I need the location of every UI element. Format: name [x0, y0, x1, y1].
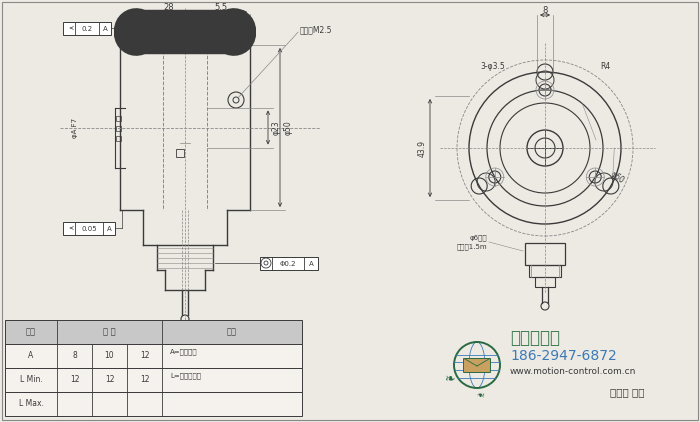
FancyBboxPatch shape: [463, 359, 491, 373]
Text: φ23: φ23: [272, 120, 281, 135]
Text: Φ0.2: Φ0.2: [280, 260, 296, 267]
Text: φ50: φ50: [284, 120, 293, 135]
Text: 0.2: 0.2: [81, 25, 92, 32]
Bar: [176, 149, 184, 157]
Text: 西安德伍拓: 西安德伍拓: [510, 329, 560, 347]
Bar: [5, 392, 302, 416]
Text: ❧: ❧: [444, 373, 454, 386]
Bar: [525, 243, 565, 265]
Text: 尺 寸: 尺 寸: [103, 327, 116, 336]
Text: L Min.: L Min.: [20, 376, 43, 384]
Text: 12: 12: [105, 376, 114, 384]
Text: 12: 12: [70, 376, 79, 384]
Text: 0.05: 0.05: [81, 225, 97, 232]
Bar: [116, 116, 121, 121]
Bar: [535, 277, 555, 287]
Text: www.motion-control.com.cn: www.motion-control.com.cn: [510, 368, 636, 376]
Text: 8: 8: [542, 5, 547, 14]
Bar: [5, 320, 302, 344]
Text: 28: 28: [163, 3, 174, 11]
Text: 5.5: 5.5: [214, 3, 228, 11]
Text: φ6电缆: φ6电缆: [470, 235, 487, 241]
Bar: [529, 265, 561, 277]
Bar: [5, 344, 302, 368]
Text: φA F7: φA F7: [72, 117, 78, 138]
Text: 186-2947-6872: 186-2947-6872: [510, 349, 617, 363]
Text: ❧: ❧: [476, 388, 484, 398]
Text: 10: 10: [105, 352, 114, 360]
Text: 标准长1.5m: 标准长1.5m: [456, 243, 487, 250]
Bar: [5, 368, 302, 392]
Text: 说明: 说明: [227, 327, 237, 336]
Bar: [63, 222, 115, 235]
Bar: [260, 257, 318, 270]
Text: R4: R4: [600, 62, 610, 70]
Text: 8: 8: [72, 352, 77, 360]
Text: A: A: [309, 260, 314, 267]
Bar: [116, 125, 121, 130]
Text: 内六角M2.5: 内六角M2.5: [300, 25, 332, 35]
Text: 43.9: 43.9: [417, 140, 426, 157]
Bar: [63, 22, 111, 35]
Text: 单位： 毫米: 单位： 毫米: [610, 387, 645, 397]
Text: 代码: 代码: [26, 327, 36, 336]
Text: L=连接轴长度: L=连接轴长度: [170, 373, 201, 379]
Text: 12: 12: [140, 376, 149, 384]
Text: φ60: φ60: [608, 170, 626, 186]
Text: 6: 6: [183, 22, 188, 32]
Text: A: A: [29, 352, 34, 360]
Text: L Max.: L Max.: [19, 400, 43, 408]
Text: A: A: [106, 225, 111, 232]
Bar: [116, 135, 121, 141]
Text: 3-φ3.5: 3-φ3.5: [481, 62, 505, 70]
Text: 12: 12: [140, 352, 149, 360]
Text: A=连接轴径: A=连接轴径: [170, 349, 197, 355]
Text: A: A: [103, 25, 107, 32]
